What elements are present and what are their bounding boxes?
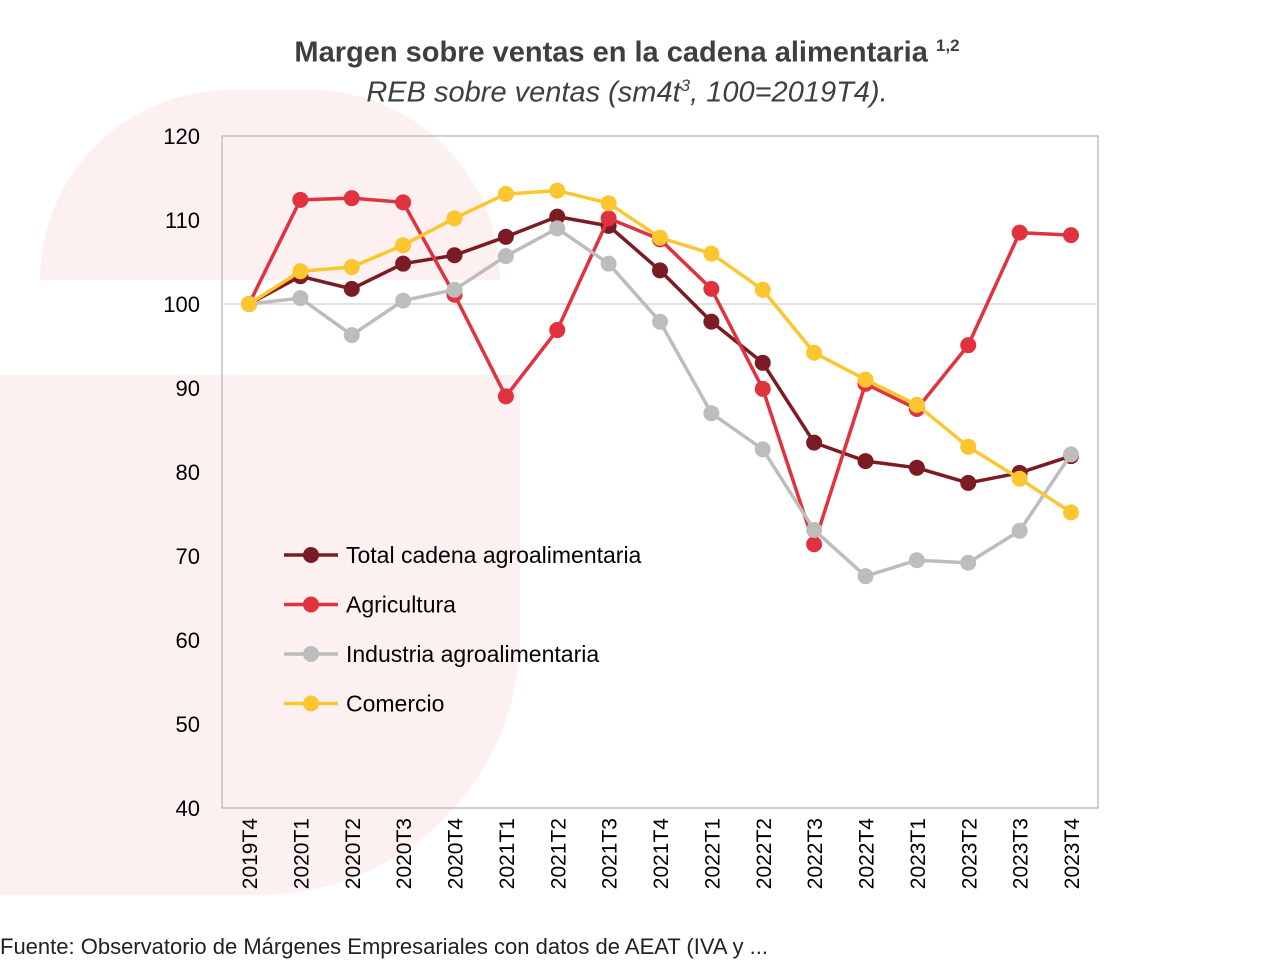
data-point (549, 220, 566, 237)
x-tick-label: 2020T2 (342, 818, 365, 889)
data-point (241, 296, 257, 312)
x-tick-label: 2021T2 (547, 818, 570, 889)
x-tick-label: 2022T1 (701, 818, 724, 889)
data-point (497, 248, 514, 265)
data-point (1063, 504, 1079, 521)
data-point (960, 438, 977, 455)
data-point (806, 521, 823, 538)
legend-swatch-marker (303, 646, 319, 662)
data-point (754, 441, 771, 458)
data-point (754, 354, 771, 371)
y-tick-label: 50 (176, 712, 200, 737)
y-tick-label: 80 (176, 460, 200, 485)
data-point (1011, 522, 1028, 539)
data-point (497, 185, 514, 202)
data-point (1011, 224, 1028, 241)
legend-label: Industria agroalimentaria (346, 641, 599, 667)
x-tick-label: 2019T4 (239, 818, 262, 890)
x-tick-label: 2023T2 (958, 818, 981, 889)
data-point (292, 191, 309, 208)
data-point (549, 182, 566, 199)
x-tick-label: 2022T4 (856, 818, 879, 890)
series-line (247, 196, 1072, 546)
data-point (343, 280, 360, 297)
data-point (806, 536, 823, 553)
data-point (960, 474, 977, 491)
data-point (703, 245, 720, 262)
data-point (960, 554, 977, 571)
data-point (857, 371, 874, 388)
data-point (652, 262, 668, 279)
y-tick-label: 60 (176, 628, 200, 653)
data-point (857, 453, 874, 470)
x-tick-label: 2022T2 (753, 818, 776, 889)
data-point (703, 280, 720, 297)
data-point (497, 228, 514, 245)
data-point (908, 459, 925, 476)
data-point (754, 281, 771, 298)
legend-swatch-marker (303, 596, 319, 613)
x-tick-label: 2023T4 (1061, 818, 1084, 890)
data-point (395, 194, 412, 211)
x-tick-label: 2023T3 (1010, 818, 1033, 889)
data-point (343, 190, 360, 207)
x-tick-label: 2020T3 (393, 818, 416, 889)
data-point (600, 210, 617, 227)
data-point (908, 552, 925, 569)
data-point (806, 344, 823, 361)
data-point (1063, 446, 1079, 463)
source-note: Fuente: Observatorio de Márgenes Empresa… (0, 934, 768, 959)
data-point (1063, 227, 1079, 244)
y-tick-label: 120 (163, 124, 200, 149)
data-point (652, 229, 668, 246)
y-tick-label: 40 (176, 796, 200, 821)
data-point (960, 337, 977, 354)
x-tick-label: 2022T3 (804, 818, 827, 889)
x-tick-label: 2021T4 (650, 818, 673, 890)
data-point (908, 396, 925, 413)
legend-label: Agricultura (346, 592, 456, 618)
data-point (1011, 470, 1028, 487)
y-tick-label: 90 (176, 376, 200, 401)
legend-swatch-marker (303, 695, 319, 712)
y-tick-label: 70 (176, 544, 200, 569)
chart-subtitle: REB sobre ventas (sm4t3, 100=2019T4). (366, 76, 888, 109)
chart-title: Margen sobre ventas en la cadena aliment… (294, 36, 960, 69)
data-point (395, 292, 412, 309)
y-tick-label: 110 (165, 208, 200, 233)
data-point (395, 255, 412, 272)
data-point (343, 259, 360, 276)
data-point (703, 313, 720, 330)
data-point (446, 281, 463, 298)
data-point (703, 405, 720, 422)
data-point (857, 568, 874, 585)
data-point (292, 290, 309, 307)
data-point (806, 434, 823, 451)
y-tick-label: 100 (163, 292, 200, 317)
data-point (446, 247, 463, 264)
legend-label: Comercio (346, 691, 444, 717)
legend-swatch-marker (303, 547, 319, 563)
plot-area (221, 135, 1099, 809)
legend-label: Total cadena agroalimentaria (346, 542, 642, 568)
x-tick-label: 2020T1 (290, 818, 313, 889)
data-point (549, 208, 566, 225)
x-tick-label: 2021T1 (496, 818, 519, 889)
x-tick-label: 2023T1 (907, 818, 930, 889)
data-point (446, 210, 463, 227)
data-point (292, 263, 309, 280)
data-point (652, 313, 668, 330)
data-point (497, 388, 514, 405)
data-point (600, 195, 617, 212)
data-point (549, 322, 566, 339)
x-tick-label: 2020T4 (445, 818, 468, 890)
data-point (395, 237, 412, 254)
data-point (600, 255, 617, 272)
x-tick-label: 2021T3 (599, 818, 622, 889)
data-point (343, 327, 360, 344)
data-point (754, 380, 771, 397)
